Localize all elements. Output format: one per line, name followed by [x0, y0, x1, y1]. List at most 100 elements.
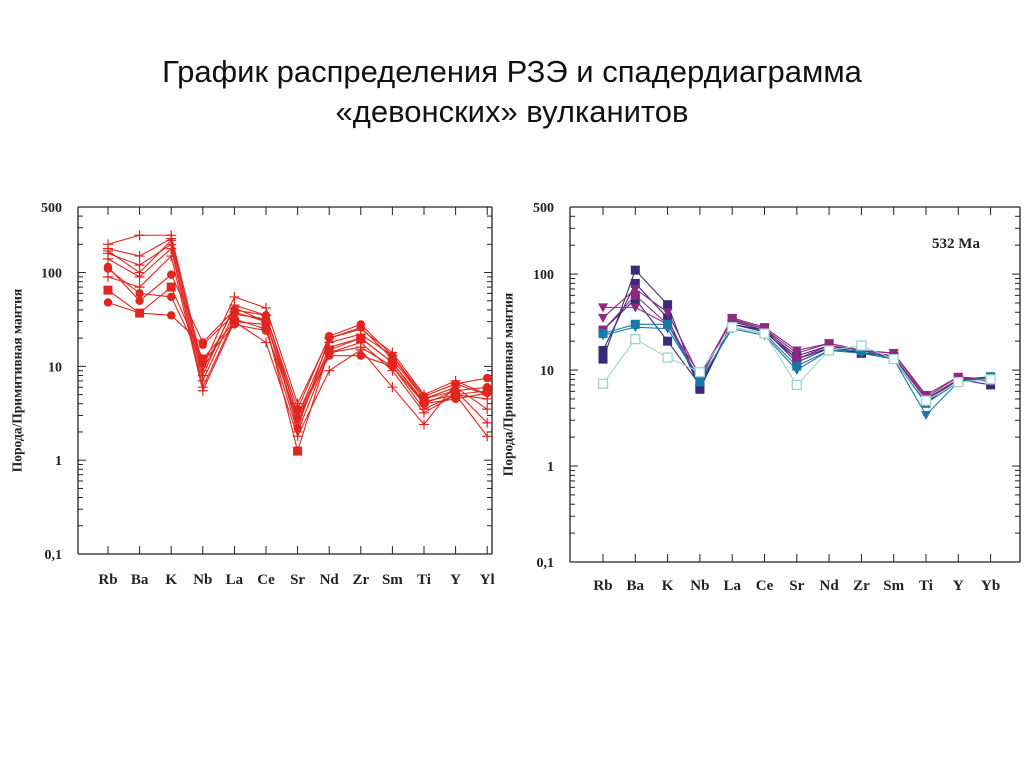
data-point-open-square	[823, 345, 835, 356]
data-point-plus	[324, 365, 335, 376]
data-point-square	[663, 319, 673, 329]
data-point-plus	[261, 316, 271, 327]
x-tick-label-ce: Ce	[756, 578, 774, 594]
x-tick-label-ba: Ba	[627, 578, 645, 594]
x-tick-label-rb: Rb	[98, 572, 117, 588]
y-tick-label: 1	[547, 460, 554, 475]
data-point-triangle-down	[598, 303, 608, 313]
series-line	[107, 234, 488, 406]
data-point-plus	[292, 410, 303, 421]
x-tick-label-ce: Ce	[257, 572, 275, 588]
data-point-plus	[482, 393, 493, 404]
data-point-triangle-down	[630, 303, 641, 313]
data-point-plus	[166, 235, 177, 246]
x-tick-label-la: La	[226, 572, 244, 588]
x-tick-label-nd: Nd	[820, 578, 840, 594]
data-point-plus	[482, 417, 493, 428]
data-point-square	[663, 300, 673, 310]
data-point-plus	[261, 337, 271, 348]
y-tick-label: 10	[540, 364, 554, 379]
x-tick-label-zr: Zr	[853, 578, 870, 594]
data-point-triangle-down	[598, 331, 608, 341]
data-point-triangle-down	[662, 324, 673, 334]
data-point-circle	[325, 333, 334, 343]
data-point-circle	[451, 379, 460, 389]
y-tick-label: 100	[41, 267, 62, 282]
data-point-square	[598, 345, 608, 355]
data-point-plus	[419, 419, 429, 430]
y-tick-label: 500	[533, 201, 554, 216]
data-point-square	[598, 354, 608, 364]
x-tick-label-k: K	[165, 572, 177, 588]
data-point-open-square	[953, 376, 964, 388]
data-point-plus	[355, 342, 366, 353]
series-line	[602, 288, 991, 396]
data-point-open-square	[662, 352, 673, 363]
data-point-plus	[482, 404, 493, 415]
data-point-triangle-down	[630, 284, 641, 294]
data-point-circle	[483, 388, 492, 398]
data-point-circle	[356, 323, 365, 332]
data-point-square	[356, 333, 366, 343]
data-point-plus	[387, 361, 398, 372]
x-tick-label-nb: Nb	[690, 578, 709, 594]
x-tick-label-sm: Sm	[883, 578, 904, 594]
x-tick-label-sr: Sr	[290, 572, 305, 588]
data-point-square	[792, 354, 802, 364]
data-point-plus	[103, 245, 113, 256]
data-point-circle	[103, 298, 113, 307]
x-tick-label-sr: Sr	[789, 578, 804, 594]
x-tick-label-yb: Yb	[981, 578, 1000, 594]
data-point-circle	[167, 292, 176, 302]
slide-title-line2: «девонских» вулканитов	[335, 94, 689, 129]
y-axis-title: Порода/Примитивная мантия	[501, 293, 516, 476]
x-tick-label-sm: Sm	[382, 572, 403, 588]
data-point-plus	[419, 404, 429, 415]
series-s9	[597, 321, 996, 406]
data-point-triangle-down	[921, 411, 931, 421]
data-point-open-square	[727, 321, 738, 333]
data-point-circle	[135, 296, 144, 306]
data-point-square	[630, 278, 640, 288]
data-point-square	[630, 290, 640, 300]
x-tick-label-nb: Nb	[193, 572, 212, 588]
x-tick-label-la: La	[723, 578, 741, 594]
series-line	[107, 239, 488, 417]
x-tick-label-zr: Zr	[352, 572, 369, 588]
data-point-open-square	[985, 374, 996, 385]
data-point-circle	[167, 270, 176, 279]
series-line	[107, 266, 488, 411]
data-point-plus	[229, 302, 240, 313]
slide-title-line1: График распределения РЗЭ и спадердиаграм…	[162, 54, 862, 89]
data-point-open-square	[920, 395, 932, 406]
data-point-open-square	[856, 340, 867, 351]
data-point-triangle-down	[791, 366, 802, 376]
series-line	[107, 237, 488, 418]
data-point-plus	[450, 389, 461, 400]
data-point-square	[663, 313, 673, 323]
data-point-square	[166, 282, 176, 292]
data-point-square	[727, 315, 737, 325]
x-tick-label-k: K	[662, 578, 674, 594]
data-point-plus	[324, 347, 335, 358]
data-point-open-square	[888, 353, 899, 365]
data-point-triangle-down	[598, 313, 608, 323]
x-tick-label-yl: Yl	[480, 572, 495, 588]
chart-2: 500 100 10 1 0,1 Порода/Примитивная мантия Rb B…	[501, 201, 1021, 594]
data-point-triangle-down	[694, 376, 705, 386]
slide-title: График распределения РЗЭ и спадердиаграм…	[0, 52, 1024, 132]
data-point-open-square	[694, 367, 706, 378]
data-point-triangle-down	[662, 308, 673, 318]
y-tick-label: 500	[41, 201, 62, 216]
data-point-plus	[134, 251, 145, 262]
series-s8	[598, 323, 996, 421]
data-point-square	[293, 446, 303, 456]
data-point-square	[630, 265, 640, 275]
x-tick-label-rb: Rb	[593, 578, 612, 594]
data-point-circle	[483, 373, 492, 383]
data-point-circle	[356, 351, 365, 360]
x-tick-label-y: Y	[450, 572, 461, 588]
y-axis-title: Порода/Примитивная мантия	[10, 289, 25, 472]
data-point-circle	[198, 340, 207, 349]
